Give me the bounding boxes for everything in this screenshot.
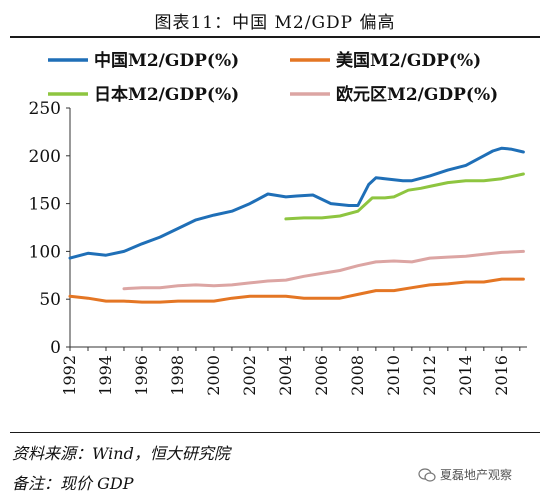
wechat-icon bbox=[418, 467, 436, 482]
legend-label: 美国M2/GDP(%) bbox=[336, 50, 481, 71]
series-line bbox=[122, 249, 525, 291]
series-line bbox=[68, 146, 525, 260]
remark-note: 备注：现价 GDP bbox=[12, 474, 134, 493]
x-tick-label: 2006 bbox=[312, 355, 331, 396]
legend-label: 日本M2/GDP(%) bbox=[94, 84, 239, 105]
x-tick-label: 1996 bbox=[132, 355, 151, 396]
x-tick-label: 2004 bbox=[276, 355, 295, 396]
series-line bbox=[68, 277, 525, 304]
line-chart: 0 50 100 150 200 250 1992 1994 1996 1998 2000 2002 2… bbox=[29, 50, 527, 396]
legend-label: 中国M2/GDP(%) bbox=[94, 50, 239, 71]
y-tick-label: 250 bbox=[29, 99, 61, 119]
chart-title: 图表11：中国 M2/GDP 偏高 bbox=[154, 13, 396, 33]
source-note: 资料来源：Wind，恒大研究院 bbox=[12, 444, 230, 463]
x-tick-label: 2012 bbox=[420, 355, 439, 396]
y-tick-label: 150 bbox=[29, 195, 61, 215]
x-tick-label: 2002 bbox=[240, 355, 259, 396]
watermark-text: 夏磊地产观察 bbox=[440, 468, 513, 482]
legend-label: 欧元区M2/GDP(%) bbox=[336, 84, 498, 105]
bottom-rule bbox=[10, 432, 540, 433]
y-tick-label: 50 bbox=[39, 290, 61, 310]
x-tick-label: 1998 bbox=[168, 355, 187, 396]
top-rule bbox=[10, 36, 540, 38]
x-tick-label: 2014 bbox=[456, 355, 475, 396]
series-line bbox=[284, 172, 525, 221]
x-tick-label: 2008 bbox=[348, 355, 367, 396]
y-tick-label: 100 bbox=[29, 242, 61, 262]
x-tick-label: 2010 bbox=[384, 355, 403, 396]
y-tick-label: 0 bbox=[50, 338, 61, 358]
x-tick-label: 1994 bbox=[96, 355, 115, 396]
y-tick-label: 200 bbox=[29, 147, 61, 167]
x-tick-label: 2016 bbox=[492, 355, 511, 396]
x-tick-label: 2000 bbox=[204, 355, 223, 396]
x-tick-label: 1992 bbox=[60, 355, 79, 396]
watermark: 夏磊地产观察 bbox=[418, 466, 512, 483]
